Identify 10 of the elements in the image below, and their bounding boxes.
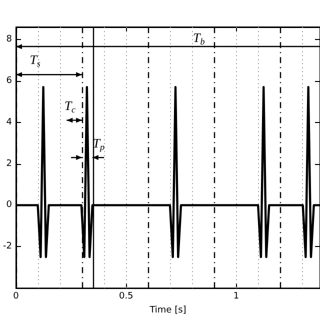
y-tick-label: 8 (6, 34, 12, 44)
y-tick-label: 4 (6, 117, 12, 128)
y-tick-label: -2 (2, 242, 12, 252)
y-tick-label: 0 (6, 200, 12, 210)
x-tick-label: 1 (233, 292, 240, 302)
y-tick-label: 6 (6, 76, 12, 86)
x-axis-title: Time [s] (148, 306, 186, 316)
y-tick-label: 2 (6, 158, 12, 169)
x-tick-label: 0 (13, 292, 20, 302)
x-tick-label: 0.5 (118, 292, 134, 302)
